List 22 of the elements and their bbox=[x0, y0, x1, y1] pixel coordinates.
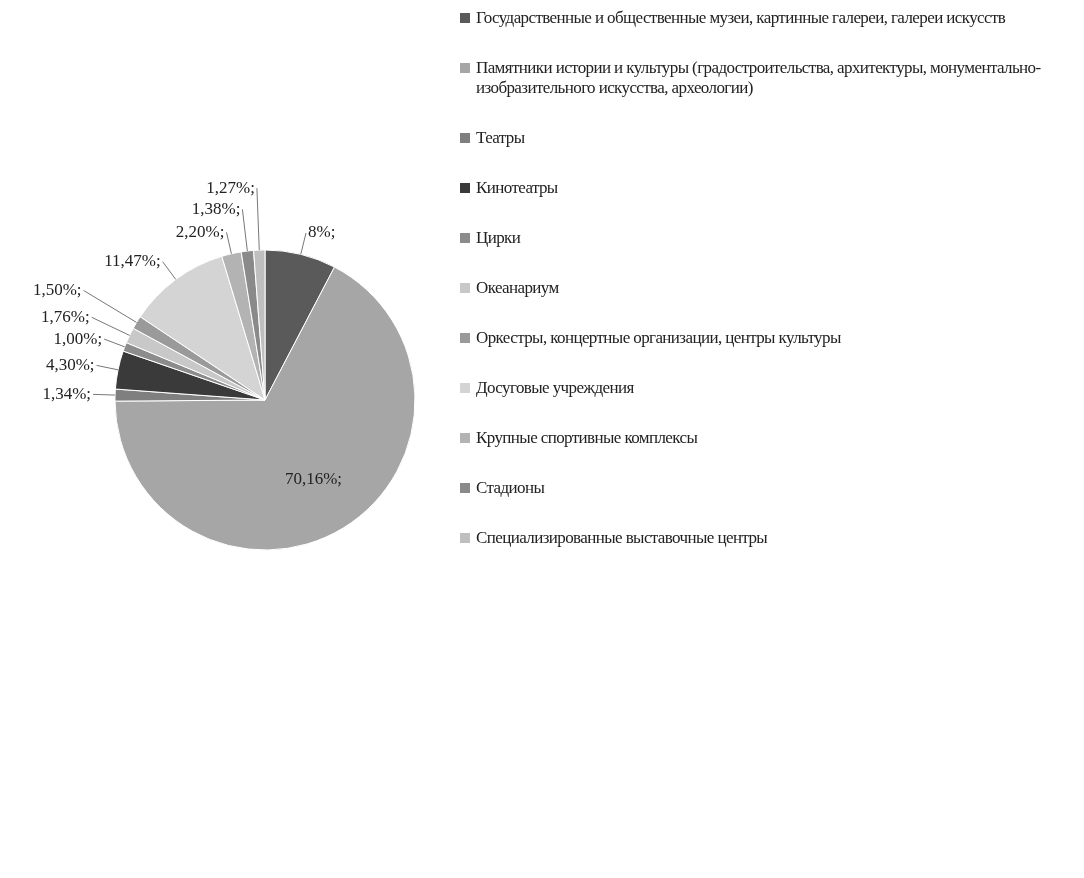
legend-label: Оркестры, концертные организации, центры культуры bbox=[476, 328, 841, 348]
data-label: 1,38%; bbox=[191, 198, 241, 218]
legend-label: Цирки bbox=[476, 228, 521, 248]
legend-label: Специализированные выставочные центры bbox=[476, 528, 768, 548]
data-label: 1,76%; bbox=[41, 306, 90, 326]
data-label: 2,20%; bbox=[175, 221, 225, 241]
data-label: 1,50%; bbox=[32, 279, 82, 299]
data-label: 1,34%; bbox=[42, 383, 92, 403]
legend-label: Досуговые учреждения bbox=[476, 378, 634, 398]
legend-label: Государственные и общественные музеи, картинные галереи, галереи искусств bbox=[476, 8, 1006, 28]
legend-label: Стадионы bbox=[476, 478, 545, 498]
data-label: 70,16%; bbox=[284, 468, 343, 488]
data-label: 1,00%; bbox=[53, 328, 103, 348]
legend-label: Памятники истории и культуры (градостроительства, архитектуры, монументально-изобразительного искусства, археологии) bbox=[476, 58, 1042, 98]
legend-label: Крупные спортивные комплексы bbox=[476, 428, 698, 448]
data-label: 8%; bbox=[308, 222, 336, 242]
legend-label: Океанариум bbox=[476, 278, 559, 298]
legend-label: Кинотеатры bbox=[476, 178, 558, 198]
data-label: 1,27%; bbox=[206, 177, 255, 197]
legend-label: Театры bbox=[476, 128, 525, 148]
data-label: 11,47%; bbox=[104, 251, 161, 271]
data-label: 4,30%; bbox=[45, 354, 95, 374]
